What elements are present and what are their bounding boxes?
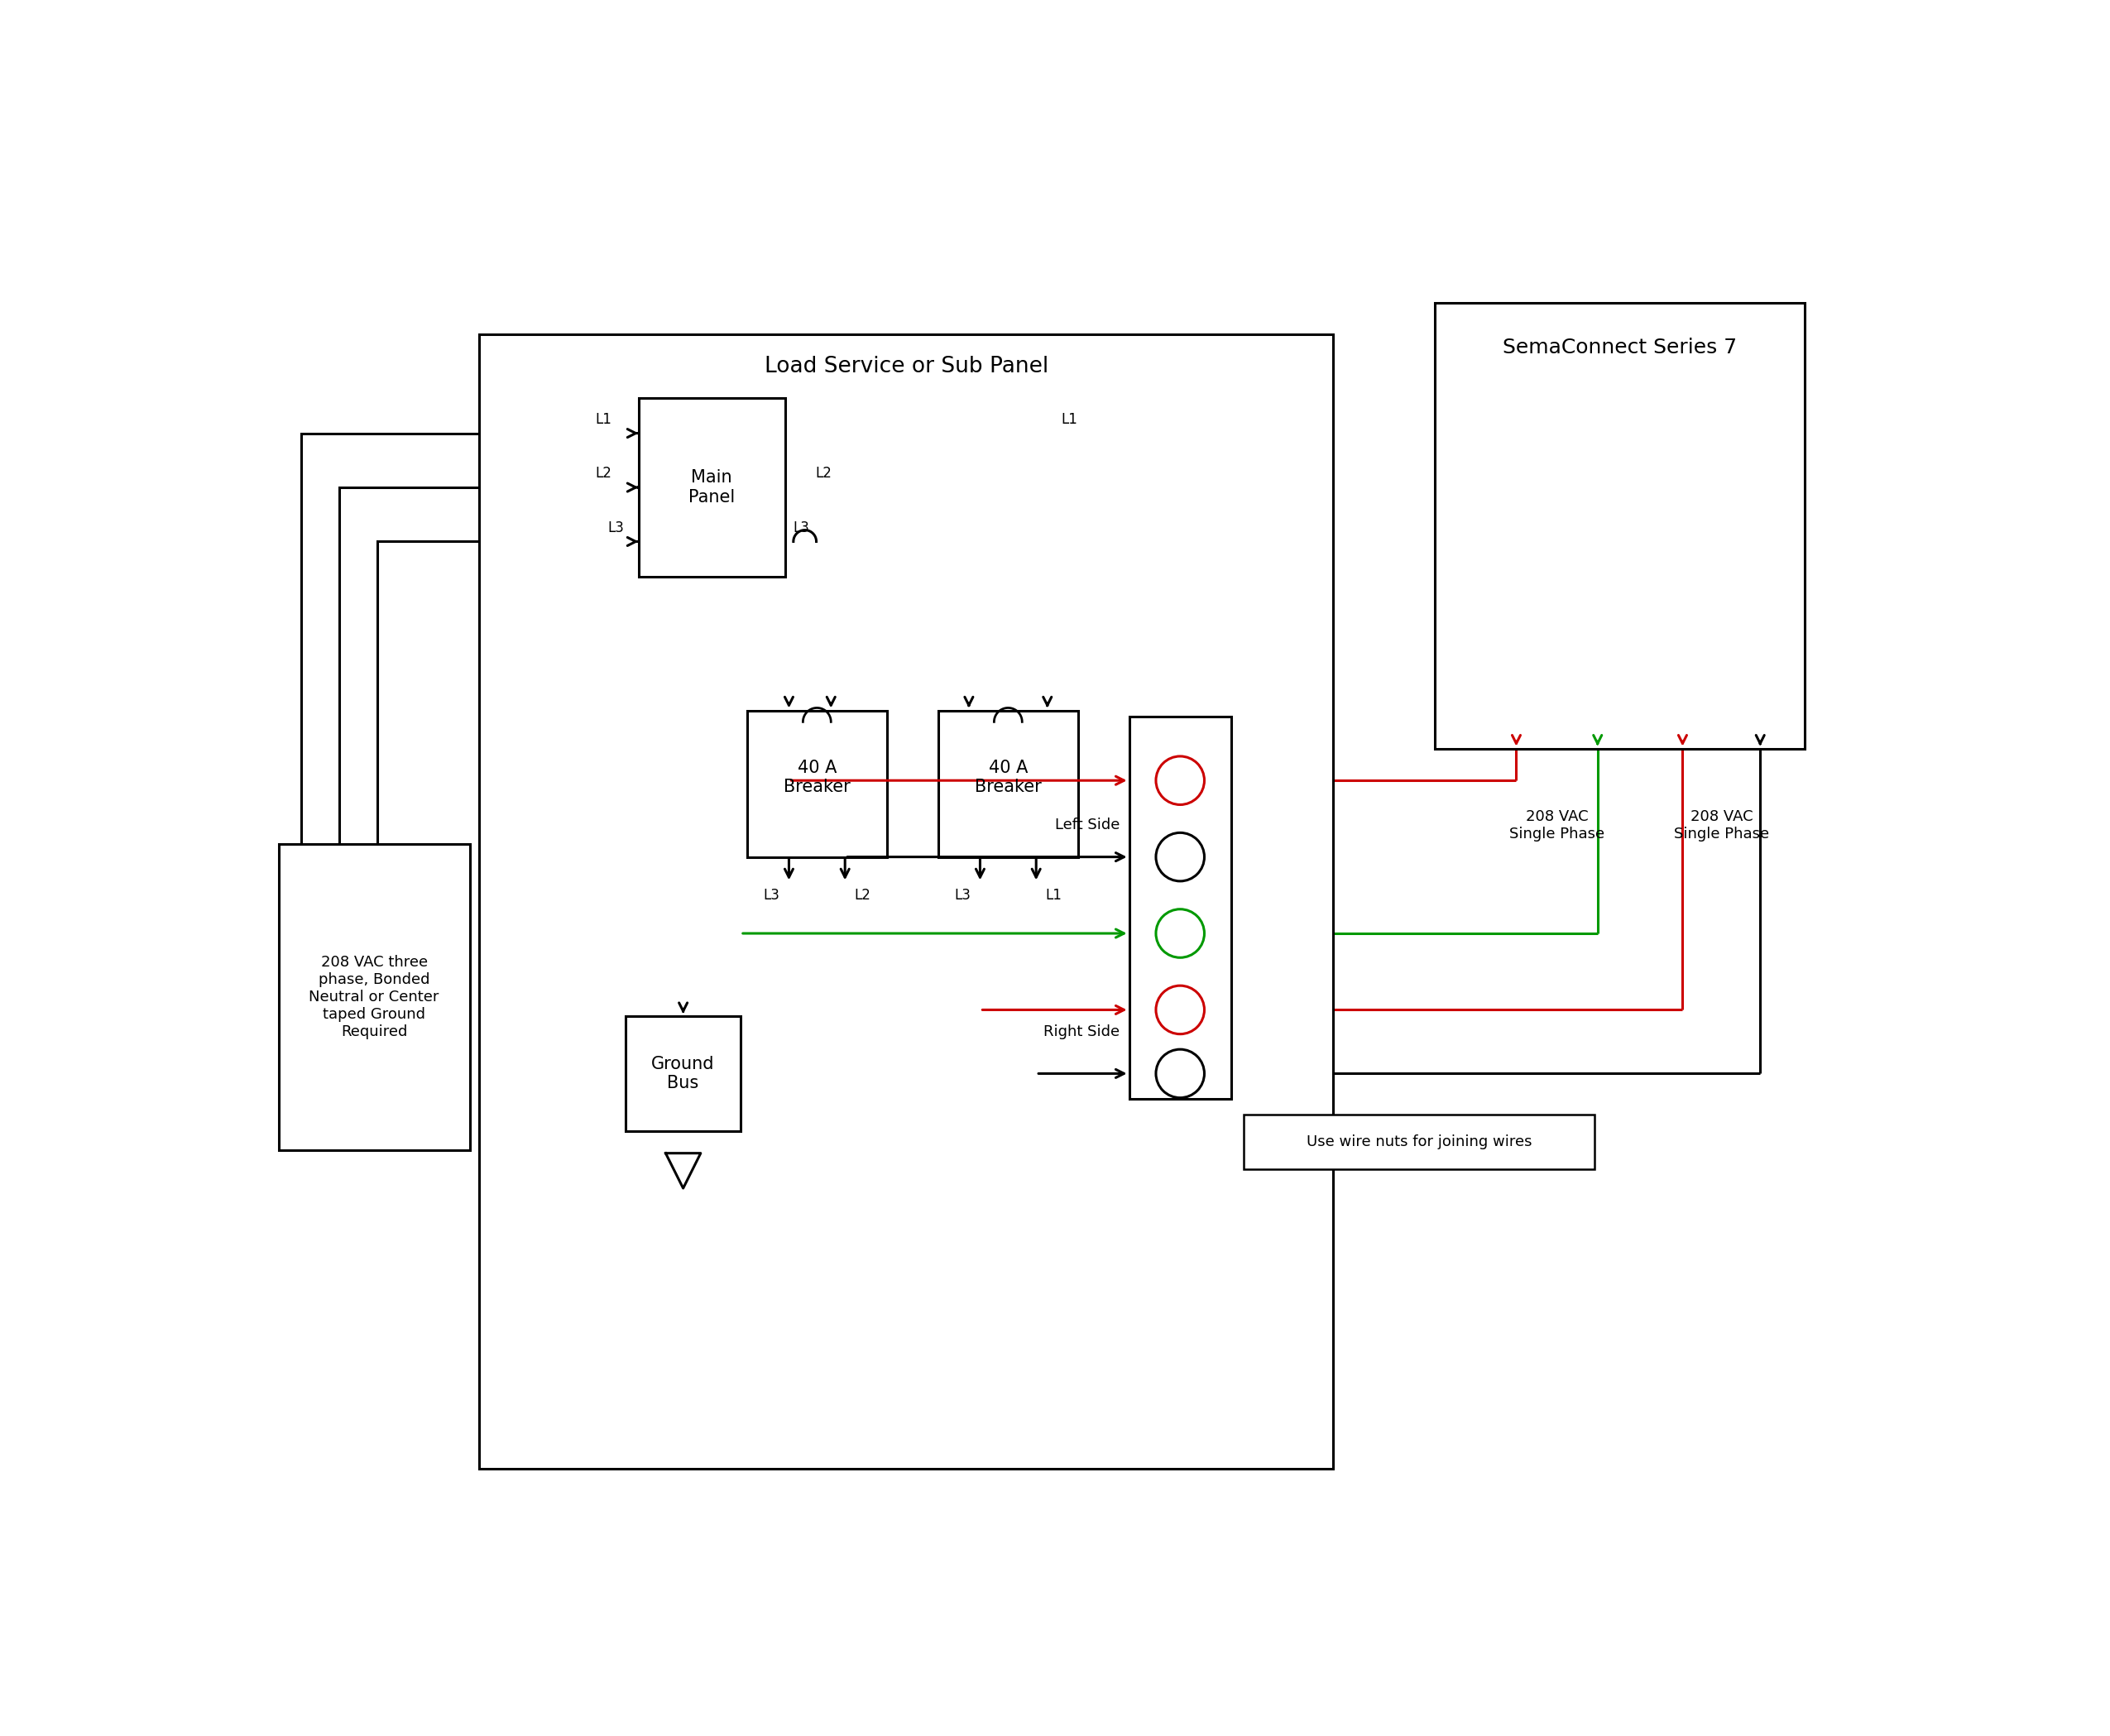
Text: Right Side: Right Side — [1042, 1024, 1120, 1040]
Bar — [1129, 717, 1230, 1099]
Circle shape — [1156, 757, 1205, 806]
Bar — [627, 1016, 741, 1130]
Text: 208 VAC
Single Phase: 208 VAC Single Phase — [1673, 809, 1768, 842]
Circle shape — [1156, 833, 1205, 882]
Text: L2: L2 — [814, 465, 831, 481]
Text: Ground
Bus: Ground Bus — [652, 1055, 715, 1092]
Text: L3: L3 — [608, 521, 625, 535]
Bar — [1435, 302, 1804, 748]
Text: SemaConnect Series 7: SemaConnect Series 7 — [1502, 337, 1737, 358]
Bar — [747, 710, 886, 858]
Text: Load Service or Sub Panel: Load Service or Sub Panel — [764, 356, 1049, 377]
Polygon shape — [665, 1153, 701, 1187]
Text: L3: L3 — [764, 887, 779, 903]
Text: 40 A
Breaker: 40 A Breaker — [783, 759, 850, 795]
Text: L2: L2 — [595, 465, 612, 481]
Text: L3: L3 — [954, 887, 971, 903]
Circle shape — [1156, 986, 1205, 1035]
Bar — [1243, 1115, 1595, 1168]
Bar — [479, 335, 1334, 1469]
Text: 40 A
Breaker: 40 A Breaker — [975, 759, 1042, 795]
Text: L1: L1 — [595, 411, 612, 427]
Circle shape — [1156, 910, 1205, 958]
Text: L2: L2 — [855, 887, 871, 903]
Text: Use wire nuts for joining wires: Use wire nuts for joining wires — [1306, 1135, 1532, 1149]
Text: 208 VAC
Single Phase: 208 VAC Single Phase — [1509, 809, 1604, 842]
Text: L1: L1 — [1047, 887, 1061, 903]
Text: L3: L3 — [793, 521, 810, 535]
Bar — [639, 398, 785, 576]
Text: L1: L1 — [1061, 411, 1078, 427]
Bar — [939, 710, 1078, 858]
Bar — [279, 844, 471, 1149]
Text: 208 VAC three
phase, Bonded
Neutral or Center
taped Ground
Required: 208 VAC three phase, Bonded Neutral or C… — [308, 955, 439, 1038]
Circle shape — [1156, 1049, 1205, 1097]
Text: Main
Panel: Main Panel — [688, 469, 734, 505]
Text: Left Side: Left Side — [1055, 818, 1120, 833]
